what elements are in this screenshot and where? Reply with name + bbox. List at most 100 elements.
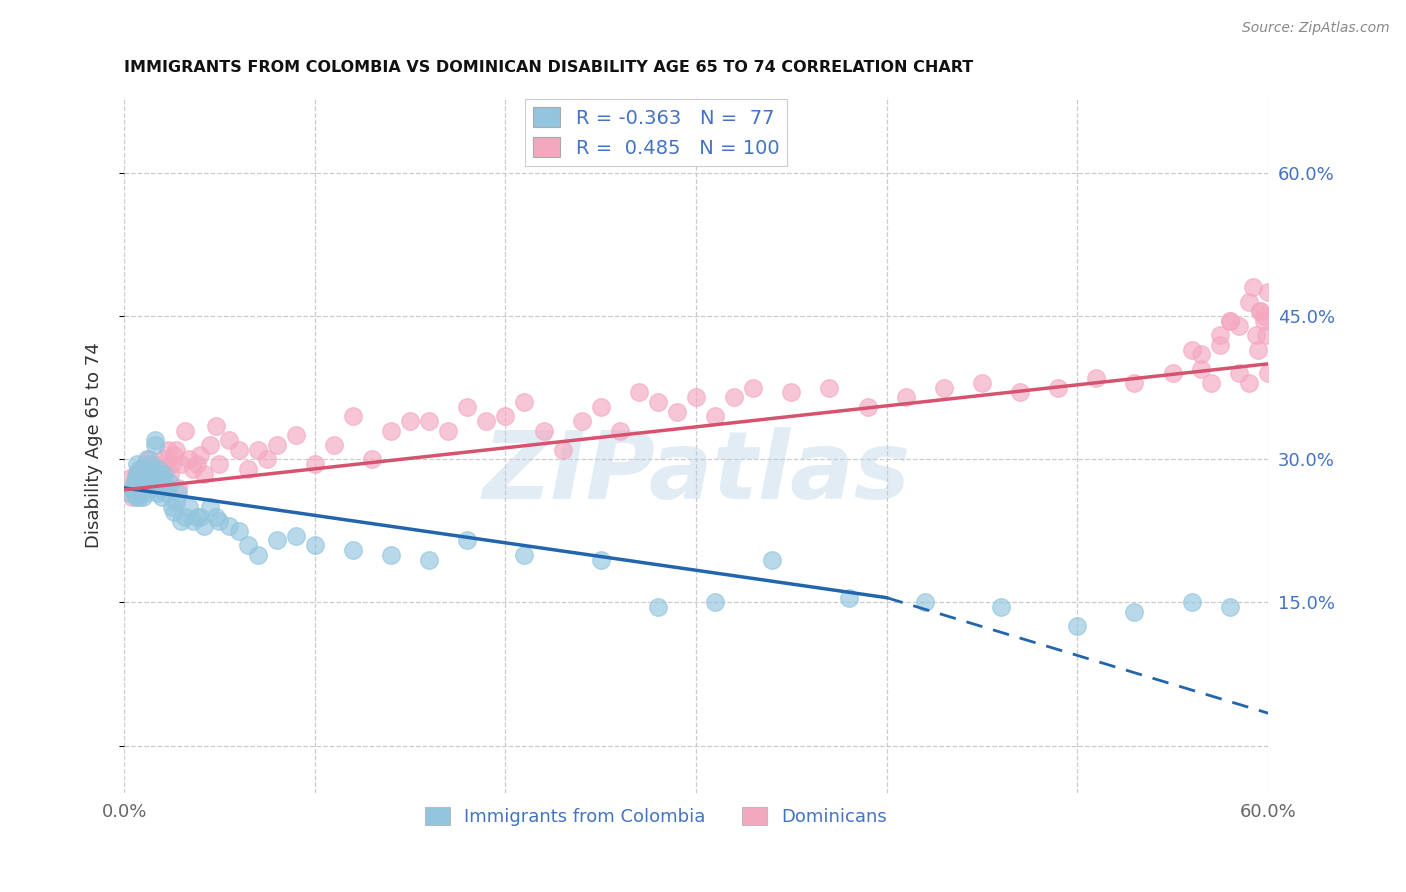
Point (181, 514, 204, 528)
Point (1181, 595, 1204, 609)
Point (163, 448, 186, 462)
Point (1249, 304, 1271, 318)
Point (437, 424, 460, 438)
Point (1219, 314, 1241, 328)
Point (513, 395, 536, 409)
Point (134, 462, 156, 476)
Point (127, 476, 149, 491)
Point (174, 424, 197, 438)
Point (165, 442, 187, 457)
Point (132, 476, 155, 491)
Point (198, 438, 221, 452)
Point (228, 442, 250, 457)
Point (143, 434, 166, 448)
Point (142, 467, 165, 481)
Point (124, 467, 146, 481)
Point (198, 500, 221, 514)
Point (236, 462, 259, 476)
Point (150, 471, 173, 485)
Point (156, 481, 179, 495)
Point (246, 442, 269, 457)
Point (129, 462, 152, 476)
Point (342, 543, 364, 558)
Point (1253, 309, 1275, 323)
Point (170, 514, 193, 528)
Point (704, 595, 727, 609)
Point (236, 538, 259, 552)
Point (218, 434, 240, 448)
Point (246, 548, 269, 562)
Point (186, 457, 208, 471)
Point (132, 471, 155, 485)
Point (818, 381, 841, 395)
Point (742, 381, 765, 395)
Point (142, 471, 165, 485)
Point (165, 495, 187, 509)
Point (148, 476, 170, 491)
Point (322, 438, 344, 452)
Point (139, 476, 162, 491)
Point (1219, 600, 1241, 615)
Point (266, 438, 288, 452)
Point (148, 476, 170, 491)
Point (124, 491, 146, 505)
Point (914, 595, 936, 609)
Point (128, 491, 150, 505)
Point (138, 452, 160, 467)
Point (571, 414, 593, 428)
Point (647, 395, 669, 409)
Point (136, 467, 159, 481)
Point (139, 481, 162, 495)
Point (304, 457, 326, 471)
Text: Source: ZipAtlas.com: Source: ZipAtlas.com (1241, 21, 1389, 35)
Point (156, 442, 179, 457)
Point (609, 424, 631, 438)
Point (159, 476, 181, 491)
Point (1227, 367, 1250, 381)
Point (170, 457, 193, 471)
Point (1249, 304, 1271, 318)
Point (1181, 343, 1204, 357)
Point (1066, 619, 1088, 633)
Point (932, 381, 955, 395)
Point (128, 462, 150, 476)
Point (145, 467, 167, 481)
Point (138, 467, 160, 481)
Point (122, 481, 145, 495)
Point (380, 548, 402, 562)
Point (181, 462, 204, 476)
Point (1209, 337, 1232, 351)
Point (218, 519, 240, 533)
Point (174, 509, 197, 524)
Point (1237, 376, 1260, 390)
Point (163, 505, 186, 519)
Point (122, 485, 145, 500)
Point (132, 467, 155, 481)
Legend: Immigrants from Colombia, Dominicans: Immigrants from Colombia, Dominicans (418, 799, 894, 833)
Point (894, 390, 917, 404)
Point (1227, 318, 1250, 333)
Y-axis label: Disability Age 65 to 74: Disability Age 65 to 74 (86, 343, 103, 548)
Point (533, 424, 555, 438)
Point (132, 491, 155, 505)
Point (1085, 371, 1108, 385)
Point (1257, 285, 1279, 300)
Point (513, 548, 536, 562)
Point (155, 462, 177, 476)
Point (155, 485, 177, 500)
Point (121, 481, 143, 495)
Point (190, 509, 212, 524)
Point (139, 457, 162, 471)
Point (153, 467, 176, 481)
Point (1209, 328, 1232, 343)
Point (1253, 314, 1275, 328)
Point (204, 509, 226, 524)
Point (150, 491, 173, 505)
Point (1237, 294, 1260, 309)
Point (128, 485, 150, 500)
Point (342, 409, 364, 424)
Point (1123, 376, 1146, 390)
Point (129, 471, 152, 485)
Point (118, 471, 141, 485)
Point (149, 462, 172, 476)
